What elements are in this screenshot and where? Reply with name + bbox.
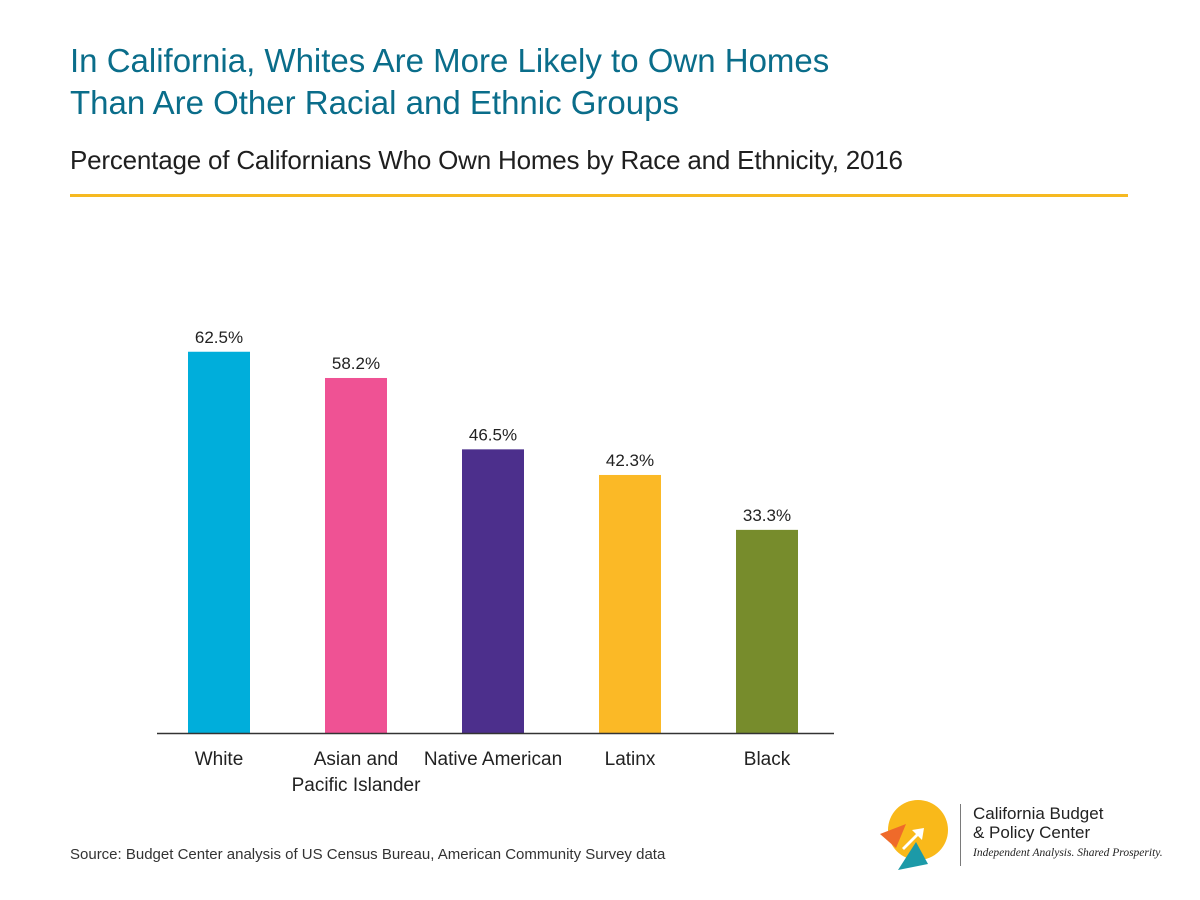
source-note: Source: Budget Center analysis of US Cen… [70,846,666,863]
bar-value-label-2: 46.5% [469,425,517,444]
bar-4 [736,529,798,733]
chart-title-line-2: Than Are Other Racial and Ethnic Groups [70,84,679,121]
chart-subtitle: Percentage of Californians Who Own Homes… [70,145,903,175]
bar-2 [462,449,524,733]
bar-3 [599,474,661,733]
logo-mark-icon [880,800,948,870]
logo-name-line-2: & Policy Center [973,823,1091,842]
logo-separator [960,804,961,866]
bar-value-label-4: 33.3% [743,506,791,525]
logo-name-line-1: California Budget [973,804,1104,823]
category-label-0: White [195,749,244,770]
bar-value-label-3: 42.3% [606,451,654,470]
chart-title: In California, Whites Are More Likely to… [70,40,1070,124]
category-label-3: Latinx [605,749,656,770]
title-divider [70,194,1128,197]
bar-0 [188,351,250,733]
category-label-1-line-0: Asian and [314,749,399,770]
chart-title-line-1: In California, Whites Are More Likely to… [70,42,830,79]
logo-name: California Budget & Policy Center [973,804,1103,842]
logo-tagline: Independent Analysis. Shared Prosperity. [973,847,1163,859]
category-label-4: Black [744,749,791,770]
organization-logo: California Budget & Policy Center Indepe… [876,796,1166,876]
bar-value-label-1: 58.2% [332,354,380,373]
bar-value-label-0: 62.5% [195,328,243,347]
bar-1 [325,377,387,733]
category-label-2: Native American [424,749,562,770]
category-label-1-line-1: Pacific Islander [292,775,422,796]
